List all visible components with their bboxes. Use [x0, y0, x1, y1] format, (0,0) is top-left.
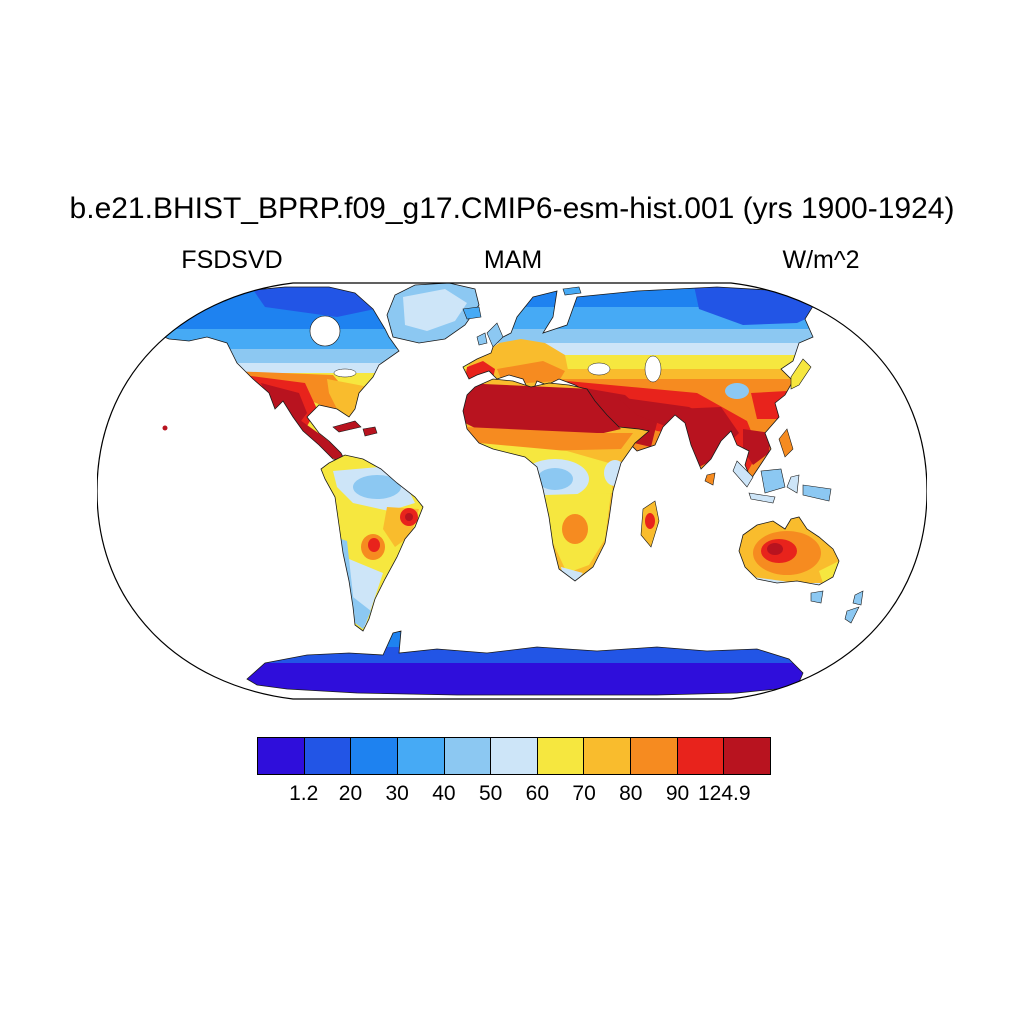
colorbar-tick-label: 30	[385, 782, 409, 805]
island-cuba	[332, 420, 362, 433]
island-hawaii	[162, 425, 168, 431]
island-borneo	[760, 468, 786, 494]
colorbar-tick-label: 40	[432, 782, 456, 805]
colorbar-box	[350, 737, 398, 775]
colorbar	[257, 737, 772, 775]
units-label: W/m^2	[782, 246, 860, 274]
island-java	[748, 492, 776, 504]
colorbar-box	[630, 737, 678, 775]
colorbar-box	[396, 737, 445, 775]
colorbar-box	[443, 737, 492, 775]
island-new-zealand-north	[852, 590, 864, 606]
colorbar-tick-label: 60	[525, 782, 550, 805]
island-greenland	[386, 283, 480, 344]
colorbar-box	[723, 737, 772, 775]
colorbar-tick-label: 20	[338, 782, 363, 805]
island-sumatra	[732, 460, 754, 488]
colorbar-tick-label: 50	[478, 782, 503, 805]
colorbar-box	[676, 737, 725, 775]
island-ireland	[476, 332, 488, 346]
map-container	[96, 281, 928, 701]
islands-group	[162, 286, 864, 624]
island-britain	[486, 322, 504, 348]
island-sri-lanka	[704, 472, 716, 486]
colorbar-tick-label: 124.9	[697, 782, 751, 805]
colorbar-box	[490, 737, 538, 775]
island-tasmania	[810, 590, 824, 604]
island-philippines	[778, 428, 794, 458]
colorbar-box	[303, 737, 352, 775]
island-new-guinea	[802, 484, 832, 502]
island-iceland	[462, 306, 482, 320]
island-new-zealand-south	[844, 606, 860, 624]
colorbar-tick-label: 70	[572, 782, 596, 805]
world-map	[96, 282, 928, 700]
plot-title: b.e21.BHIST_BPRP.f09_g17.CMIP6-esm-hist.…	[69, 192, 955, 225]
colorbar-tick-label: 1.2	[289, 782, 319, 805]
island-svalbard	[562, 286, 582, 296]
island-hispaniola	[362, 426, 378, 437]
colorbar-tick-label: 80	[619, 782, 643, 805]
island-japan	[790, 358, 812, 390]
colorbar-box	[257, 737, 305, 775]
variable-label: FSDSVD	[181, 246, 283, 274]
island-sulawesi	[786, 474, 800, 494]
colorbar-tick-label: 90	[665, 782, 690, 805]
madagascar-red-spot	[645, 513, 655, 529]
map-outline	[96, 282, 928, 700]
colorbar-box	[583, 737, 632, 775]
season-label: MAM	[483, 246, 543, 274]
colorbar-box	[536, 737, 585, 775]
colorbar-labels: 1.2 20 30 40 50 60 70 80 90 124.9	[257, 782, 771, 808]
